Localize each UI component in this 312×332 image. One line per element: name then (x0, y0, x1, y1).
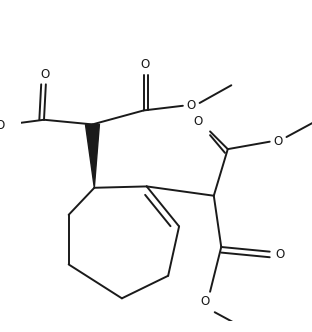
Text: O: O (275, 248, 285, 261)
Polygon shape (85, 124, 100, 188)
Text: O: O (201, 294, 210, 307)
Text: O: O (193, 115, 202, 128)
Text: O: O (274, 135, 283, 148)
Text: O: O (187, 99, 196, 112)
Text: O: O (0, 119, 5, 132)
Text: O: O (140, 58, 149, 71)
Text: O: O (40, 68, 50, 81)
